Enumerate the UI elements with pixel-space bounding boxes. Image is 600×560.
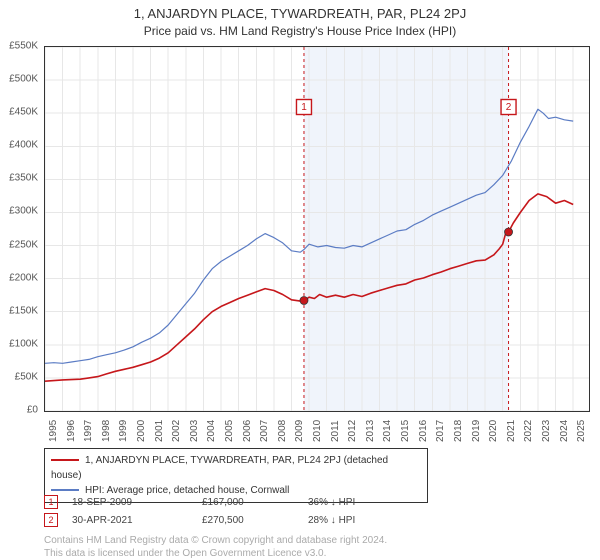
sales-row-date: 30-APR-2021 bbox=[72, 512, 202, 530]
sales-row: 2 30-APR-2021£270,50028% ↓ HPI bbox=[44, 512, 418, 530]
x-tick-label: 1997 bbox=[83, 420, 94, 442]
sales-row-price: £270,500 bbox=[202, 512, 308, 530]
legend-swatch bbox=[51, 489, 79, 491]
x-tick-label: 1995 bbox=[48, 420, 59, 442]
chart-svg: 12 bbox=[45, 47, 589, 411]
x-tick-label: 2006 bbox=[242, 420, 253, 442]
sales-row-price: £167,000 bbox=[202, 494, 308, 512]
sales-row-delta: 36% ↓ HPI bbox=[308, 494, 418, 512]
sales-row-marker: 2 bbox=[44, 513, 58, 527]
footer-text: Contains HM Land Registry data © Crown c… bbox=[44, 534, 387, 560]
sales-row-marker: 1 bbox=[44, 495, 58, 509]
y-tick-label: £350K bbox=[0, 173, 38, 184]
x-tick-label: 2015 bbox=[400, 420, 411, 442]
x-tick-label: 2012 bbox=[347, 420, 358, 442]
y-tick-label: £550K bbox=[0, 41, 38, 52]
legend-item: 1, ANJARDYN PLACE, TYWARDREATH, PAR, PL2… bbox=[51, 453, 421, 483]
x-tick-label: 2017 bbox=[435, 420, 446, 442]
y-tick-label: £150K bbox=[0, 305, 38, 316]
y-tick-label: £100K bbox=[0, 338, 38, 349]
x-tick-label: 2022 bbox=[523, 420, 534, 442]
svg-text:1: 1 bbox=[301, 102, 307, 113]
x-tick-label: 1998 bbox=[101, 420, 112, 442]
legend-text: 1, ANJARDYN PLACE, TYWARDREATH, PAR, PL2… bbox=[51, 455, 388, 481]
x-tick-label: 2003 bbox=[189, 420, 200, 442]
sale-dot-1 bbox=[300, 296, 308, 304]
footer-line: This data is licensed under the Open Gov… bbox=[44, 547, 387, 560]
x-tick-label: 2020 bbox=[488, 420, 499, 442]
x-tick-label: 2025 bbox=[576, 420, 587, 442]
y-tick-label: £450K bbox=[0, 107, 38, 118]
x-tick-label: 2021 bbox=[506, 420, 517, 442]
sale-dot-2 bbox=[505, 228, 513, 236]
y-tick-label: £250K bbox=[0, 239, 38, 250]
x-tick-label: 2016 bbox=[418, 420, 429, 442]
x-tick-label: 2001 bbox=[154, 420, 165, 442]
x-tick-label: 2013 bbox=[365, 420, 376, 442]
x-tick-label: 2002 bbox=[171, 420, 182, 442]
x-tick-label: 2008 bbox=[277, 420, 288, 442]
x-tick-label: 2005 bbox=[224, 420, 235, 442]
chart-frame: 1, ANJARDYN PLACE, TYWARDREATH, PAR, PL2… bbox=[0, 0, 600, 560]
x-tick-label: 2007 bbox=[259, 420, 270, 442]
footer-line: Contains HM Land Registry data © Crown c… bbox=[44, 534, 387, 547]
sales-row-date: 18-SEP-2009 bbox=[72, 494, 202, 512]
legend-swatch bbox=[51, 459, 79, 461]
x-tick-label: 2019 bbox=[471, 420, 482, 442]
y-tick-label: £300K bbox=[0, 206, 38, 217]
sales-table: 1 18-SEP-2009£167,00036% ↓ HPI 2 30-APR-202… bbox=[44, 494, 418, 530]
x-tick-label: 1996 bbox=[66, 420, 77, 442]
sales-row-delta: 28% ↓ HPI bbox=[308, 512, 418, 530]
x-tick-label: 2004 bbox=[206, 420, 217, 442]
sale-label-2: 2 bbox=[501, 100, 516, 115]
sales-row: 1 18-SEP-2009£167,00036% ↓ HPI bbox=[44, 494, 418, 512]
x-tick-label: 2010 bbox=[312, 420, 323, 442]
x-tick-label: 2000 bbox=[136, 420, 147, 442]
y-tick-label: £200K bbox=[0, 272, 38, 283]
x-tick-label: 1999 bbox=[118, 420, 129, 442]
x-tick-label: 2024 bbox=[559, 420, 570, 442]
x-tick-label: 2009 bbox=[294, 420, 305, 442]
y-tick-label: £0 bbox=[0, 405, 38, 416]
sale-label-1: 1 bbox=[296, 100, 311, 115]
svg-text:2: 2 bbox=[506, 102, 512, 113]
y-tick-label: £50K bbox=[0, 371, 38, 382]
x-tick-label: 2011 bbox=[330, 420, 341, 442]
x-tick-label: 2023 bbox=[541, 420, 552, 442]
y-tick-label: £400K bbox=[0, 140, 38, 151]
chart-title-main: 1, ANJARDYN PLACE, TYWARDREATH, PAR, PL2… bbox=[0, 6, 600, 21]
plot-area: 12 bbox=[44, 46, 590, 412]
x-tick-label: 2014 bbox=[382, 420, 393, 442]
chart-title-sub: Price paid vs. HM Land Registry's House … bbox=[0, 24, 600, 38]
x-tick-label: 2018 bbox=[453, 420, 464, 442]
y-tick-label: £500K bbox=[0, 74, 38, 85]
